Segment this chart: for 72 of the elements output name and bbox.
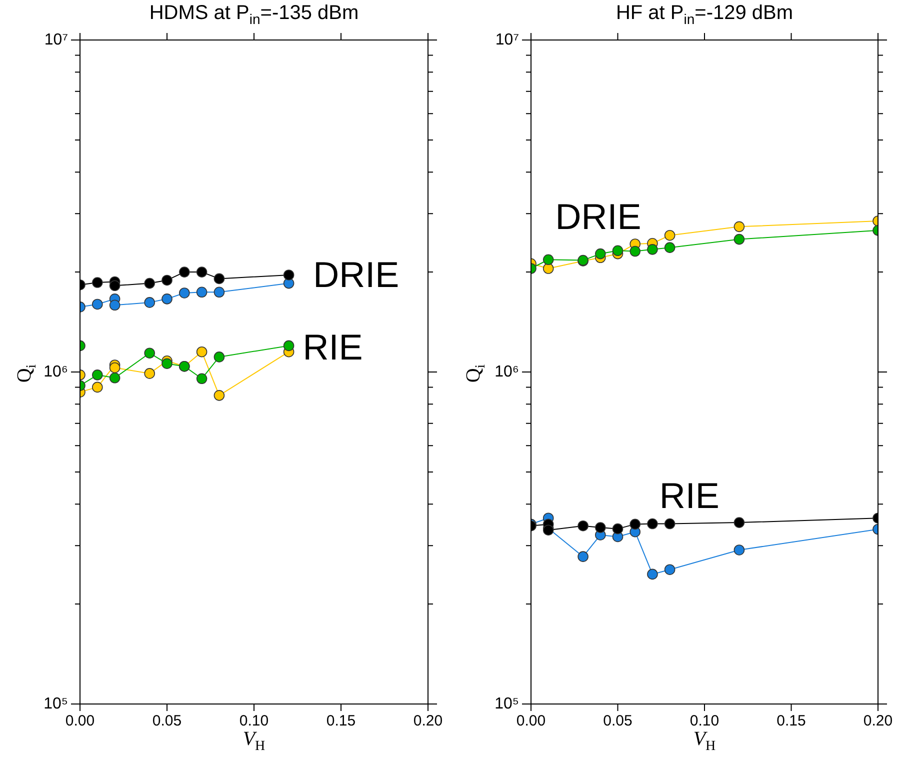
point xyxy=(664,242,676,253)
point xyxy=(214,286,225,298)
point xyxy=(664,518,676,530)
point xyxy=(196,286,208,298)
y-tick-label: 10⁷ xyxy=(495,31,520,48)
point xyxy=(214,273,225,284)
x-tick-label: 0.20 xyxy=(413,712,443,730)
annotation: RIE xyxy=(659,475,720,516)
point xyxy=(162,274,172,286)
point xyxy=(162,294,172,304)
x-tick-label: 0.15 xyxy=(326,712,356,730)
x-tick-label: 0.20 xyxy=(863,712,893,730)
x-tick-label: 0.05 xyxy=(152,712,182,730)
point xyxy=(144,297,155,308)
y-tick-label: 10⁶ xyxy=(44,363,68,380)
point xyxy=(647,518,658,530)
point xyxy=(664,564,676,575)
point xyxy=(612,523,624,534)
point xyxy=(109,372,120,384)
point xyxy=(214,390,225,401)
x-tick-label: 0.10 xyxy=(690,712,720,730)
point xyxy=(162,358,172,369)
point xyxy=(647,244,658,255)
point xyxy=(612,245,624,256)
point xyxy=(92,277,103,288)
point xyxy=(664,230,676,241)
point xyxy=(734,544,745,556)
point xyxy=(734,221,745,232)
point xyxy=(595,248,606,260)
point xyxy=(196,266,208,278)
annotation: RIE xyxy=(302,326,363,368)
x-tick-label: 0.00 xyxy=(65,712,95,730)
point xyxy=(109,300,120,311)
point xyxy=(283,340,294,352)
point xyxy=(109,362,120,374)
annotation: DRIE xyxy=(313,254,400,295)
x-tick-label: 0.05 xyxy=(603,712,632,730)
point xyxy=(92,298,103,310)
y-tick-label: 10⁵ xyxy=(494,695,519,712)
point xyxy=(144,368,155,379)
point xyxy=(734,234,745,245)
y-tick-label: 10⁶ xyxy=(494,363,519,380)
chart-title: HDMS at P$_{in}$=-135 dBm xyxy=(148,2,360,27)
point xyxy=(578,551,588,562)
point xyxy=(196,373,208,384)
point xyxy=(542,263,554,274)
x-tick-label: 0.00 xyxy=(516,712,546,730)
point xyxy=(542,254,554,266)
point xyxy=(144,278,155,289)
point xyxy=(92,370,103,380)
x-axis-title: V$_{H}$ xyxy=(242,728,266,755)
point xyxy=(578,520,588,532)
point xyxy=(196,346,208,358)
chart-title: HF at P$_{in}$=-129 dBm xyxy=(614,2,794,27)
point xyxy=(630,518,640,530)
y-tick-label: 10⁵ xyxy=(44,695,68,712)
point xyxy=(647,568,658,580)
point xyxy=(283,270,294,280)
point xyxy=(179,266,190,278)
point xyxy=(179,288,190,298)
point xyxy=(734,517,745,528)
point xyxy=(109,280,120,292)
point xyxy=(630,246,640,257)
x-axis-title: V$_{H}$ xyxy=(692,728,717,755)
x-tick-label: 0.15 xyxy=(776,712,806,730)
y-tick-label: 10⁷ xyxy=(44,31,68,48)
point xyxy=(92,382,103,393)
annotation: DRIE xyxy=(555,196,642,238)
point xyxy=(214,352,225,362)
x-tick-label: 0.10 xyxy=(239,712,269,730)
point xyxy=(144,348,155,359)
point xyxy=(595,522,606,533)
